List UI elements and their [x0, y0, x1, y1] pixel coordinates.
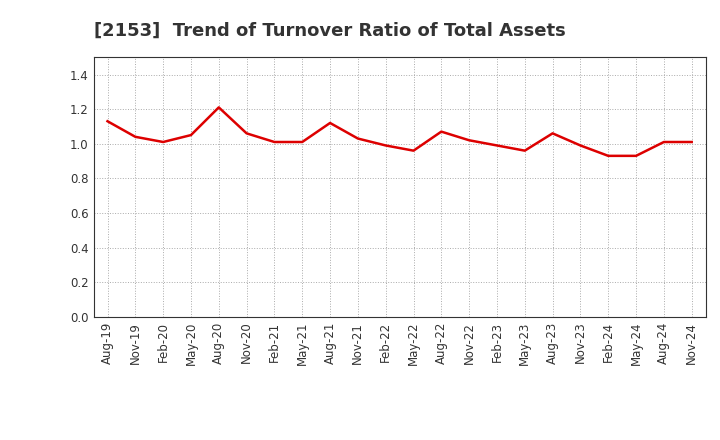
Text: [2153]  Trend of Turnover Ratio of Total Assets: [2153] Trend of Turnover Ratio of Total … — [94, 22, 565, 40]
